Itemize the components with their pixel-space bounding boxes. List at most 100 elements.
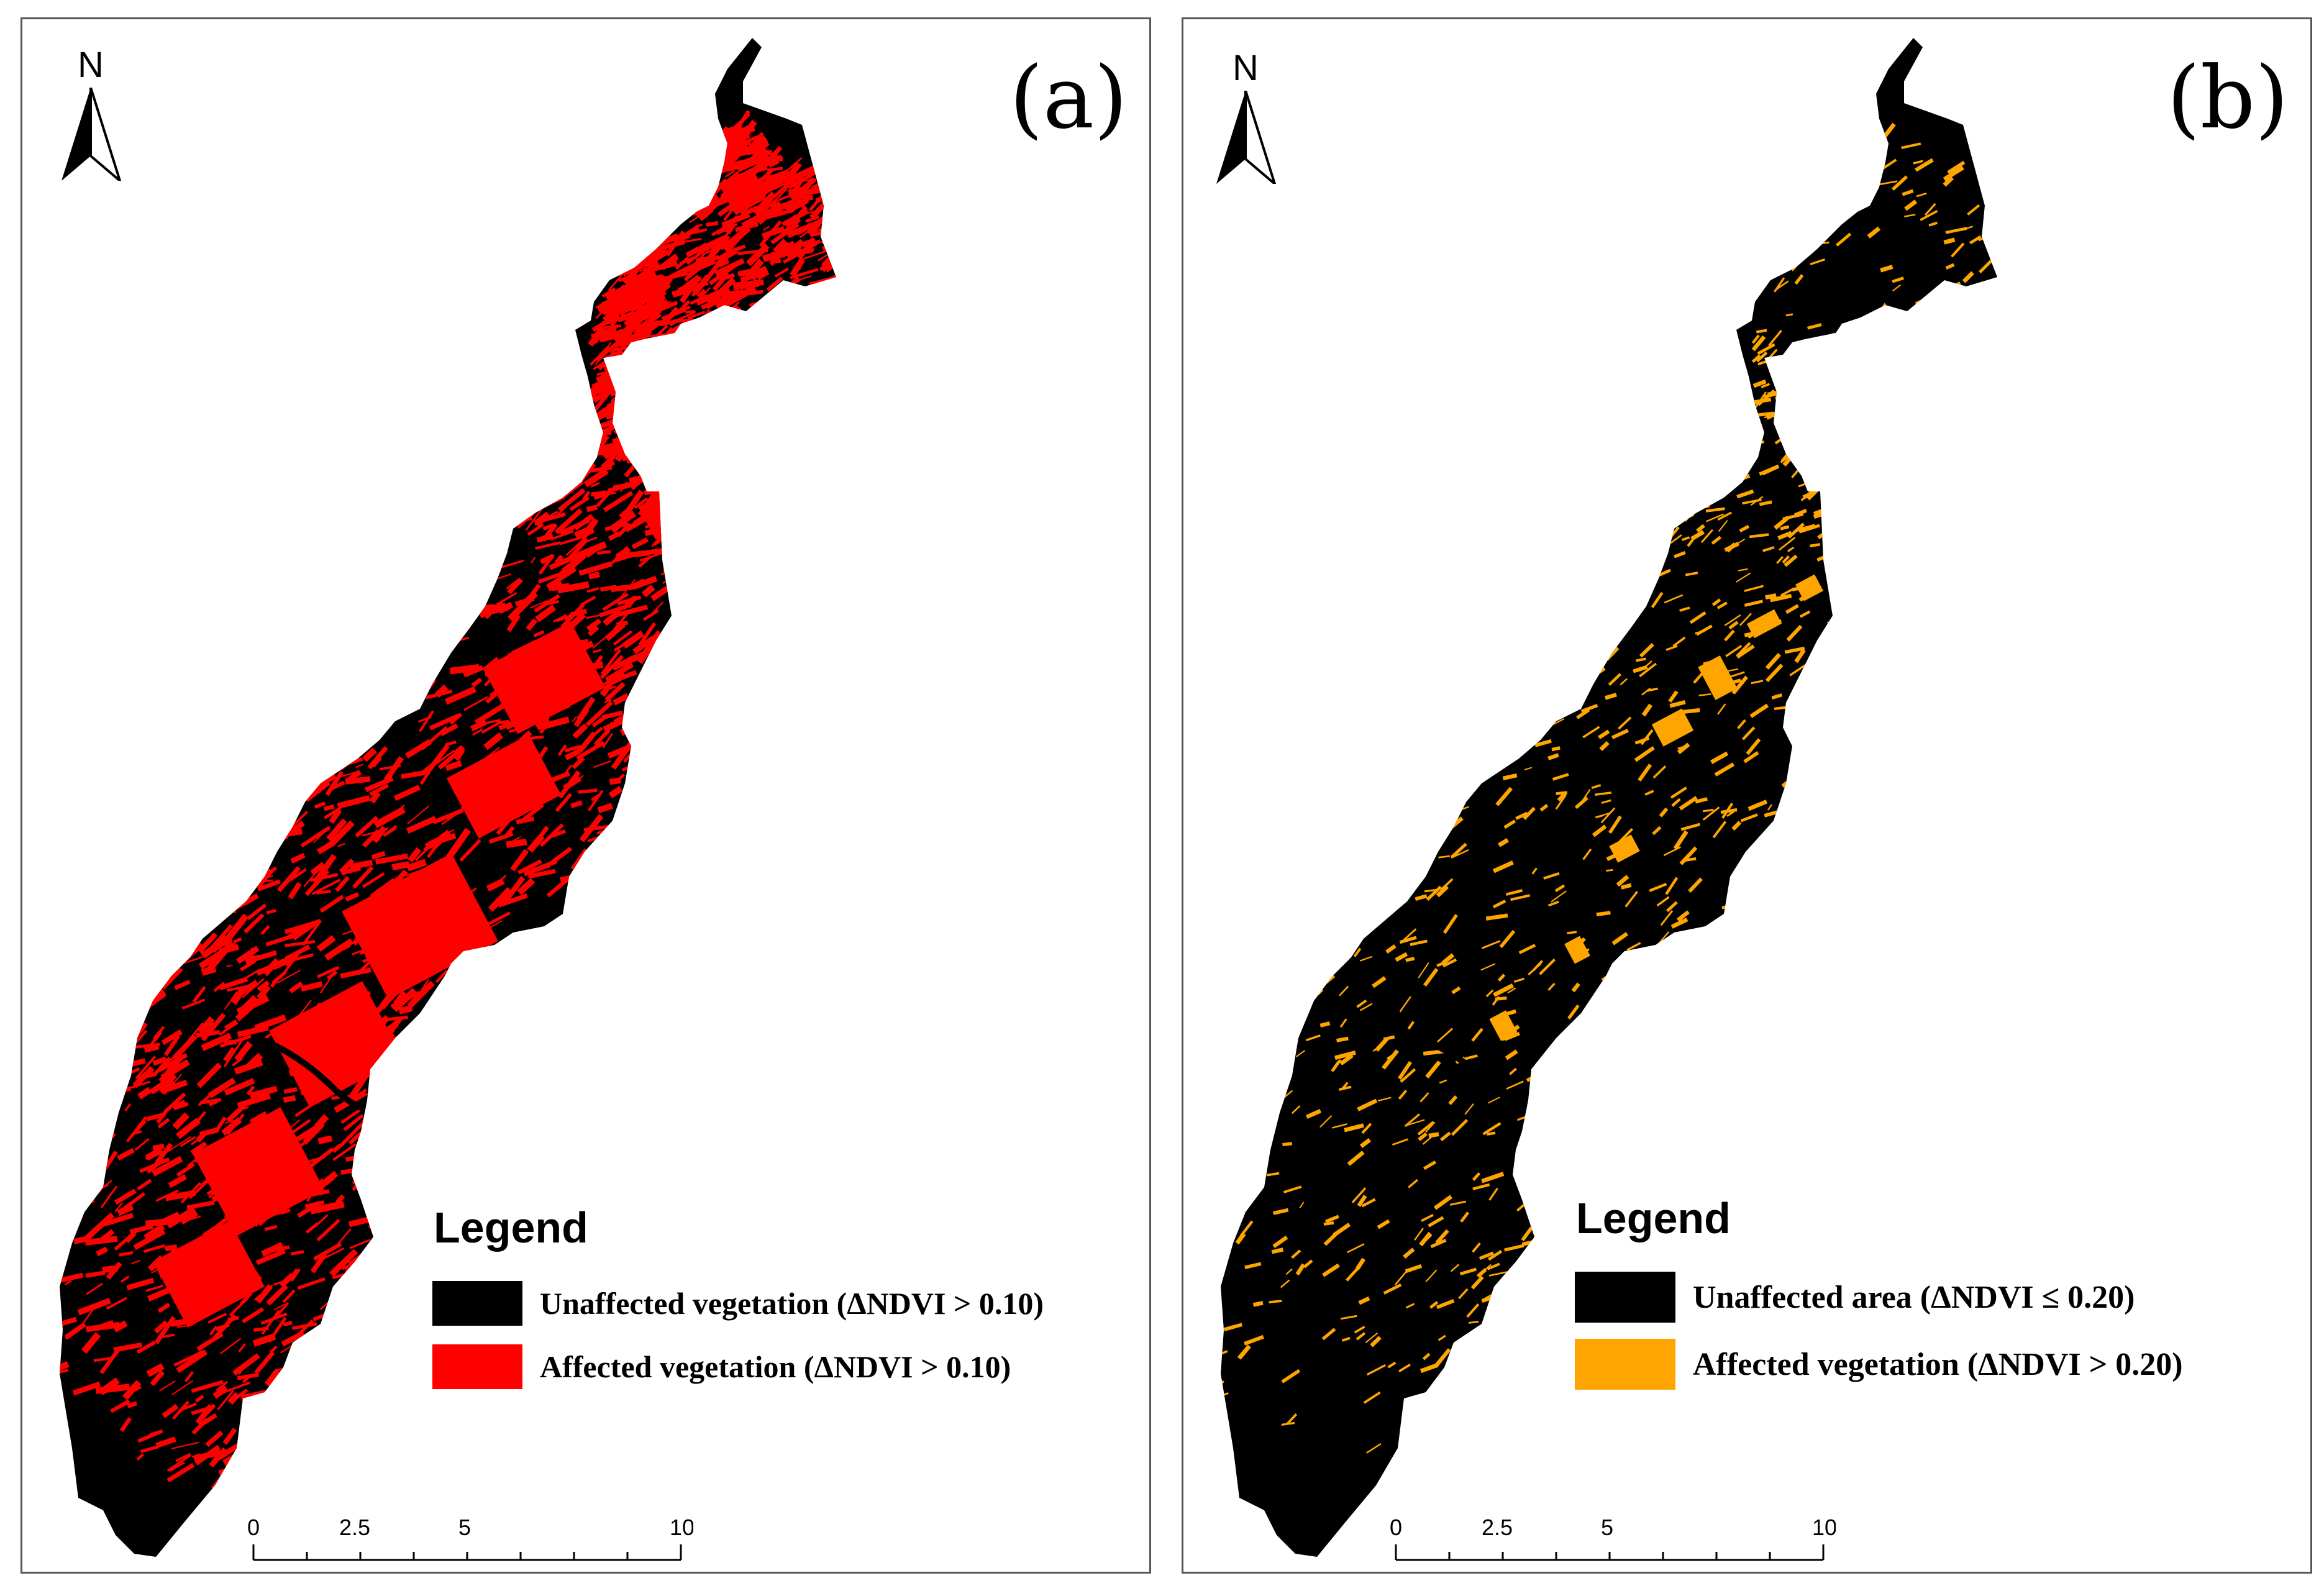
affected-patch (265, 1440, 278, 1450)
scale-label-10-km: 10 Km (670, 1515, 693, 1540)
affected-patch (209, 924, 233, 950)
affected-patch (1505, 889, 1523, 896)
affected-patch (60, 1361, 70, 1376)
affected-patch (1221, 1142, 1231, 1152)
affected-patch (373, 1124, 391, 1149)
affected-patch (531, 557, 536, 563)
affected-patch (719, 307, 741, 329)
affected-patch (679, 689, 701, 706)
affected-patch (458, 1125, 479, 1144)
affected-patch (1830, 548, 1846, 553)
affected-patch (631, 413, 647, 435)
affected-patch (628, 578, 646, 591)
affected-patch (155, 906, 183, 922)
affected-patch (774, 267, 789, 278)
affected-patch (696, 554, 728, 573)
affected-patch (696, 525, 716, 541)
affected-patch (1644, 1033, 1654, 1037)
affected-patch (1880, 265, 1893, 273)
affected-patch (1695, 630, 1705, 635)
affected-patch (1370, 1336, 1382, 1347)
affected-patch (471, 677, 483, 688)
affected-patch (425, 1172, 443, 1195)
affected-patch (1227, 1076, 1242, 1093)
affected-patch (628, 374, 644, 383)
affected-patch (1768, 329, 1782, 347)
affected-patch (1806, 372, 1817, 383)
affected-patch (353, 652, 378, 670)
affected-patch (701, 540, 731, 558)
affected-patch (1639, 642, 1654, 658)
affected-patch (1879, 180, 1898, 186)
affected-patch (610, 396, 636, 408)
affected-patch (1507, 987, 1516, 994)
affected-patch (1720, 808, 1738, 814)
affected-patch (658, 207, 689, 221)
affected-patch (198, 868, 224, 880)
affected-patch (286, 1351, 316, 1372)
affected-patch (1782, 513, 1804, 521)
affected-patch (1787, 546, 1795, 552)
affected-patch (609, 611, 629, 636)
affected-patch (688, 549, 723, 560)
affected-patch (586, 504, 598, 513)
affected-patch (1797, 247, 1805, 253)
affected-patch (611, 386, 633, 406)
affected-patch (166, 1454, 192, 1472)
affected-patch (1656, 486, 1667, 491)
affected-patch (289, 784, 298, 790)
affected-patch (1695, 797, 1708, 804)
affected-patch (1275, 1067, 1288, 1078)
affected-patch (329, 808, 342, 824)
affected-patch (435, 638, 453, 647)
affected-patch (799, 194, 811, 207)
affected-patch (1382, 860, 1394, 870)
affected-patch (70, 1052, 102, 1060)
affected-patch (1849, 691, 1862, 699)
affected-patch (647, 232, 658, 240)
affected-patch (569, 496, 590, 511)
affected-patch (1787, 363, 1796, 367)
affected-patch (401, 594, 430, 611)
affected-patch (406, 816, 437, 834)
affected-patch (63, 1147, 78, 1165)
affected-patch (1687, 499, 1698, 506)
affected-patch (180, 1210, 199, 1225)
affected-patch (655, 733, 665, 743)
affected-patch (590, 481, 600, 488)
affected-patch (1848, 683, 1857, 690)
affected-patch (1552, 773, 1569, 781)
affected-patch (731, 317, 759, 339)
affected-patch (1791, 468, 1800, 478)
affected-patch (732, 244, 746, 253)
affected-patch (401, 769, 431, 779)
affected-patch (790, 268, 819, 280)
affected-patch (1538, 1154, 1547, 1161)
affected-patch (171, 1441, 199, 1450)
affected-patch (1831, 399, 1839, 408)
affected-patch (119, 1417, 132, 1433)
affected-patch (370, 1246, 400, 1267)
affected-patch (323, 1324, 338, 1341)
affected-patch (580, 595, 596, 606)
affected-patch (699, 623, 713, 636)
affected-patch (688, 189, 714, 206)
affected-patch (369, 791, 381, 804)
affected-patch (471, 982, 486, 996)
affected-patch (283, 1320, 293, 1327)
affected-patch (114, 1188, 137, 1205)
affected-patch (1504, 1032, 1520, 1041)
affected-patch (1808, 462, 1823, 470)
affected-patch (1541, 1214, 1559, 1224)
affected-patch (1580, 704, 1598, 713)
affected-patch (316, 1247, 345, 1263)
affected-patch (580, 867, 596, 882)
affected-patch (1813, 776, 1829, 781)
affected-patch (244, 810, 277, 831)
affected-patch (1789, 367, 1802, 372)
affected-patch (1785, 420, 1795, 430)
affected-patch (652, 424, 667, 434)
affected-patch (350, 1311, 382, 1322)
affected-patch (332, 1142, 357, 1162)
affected-patch (552, 468, 568, 485)
